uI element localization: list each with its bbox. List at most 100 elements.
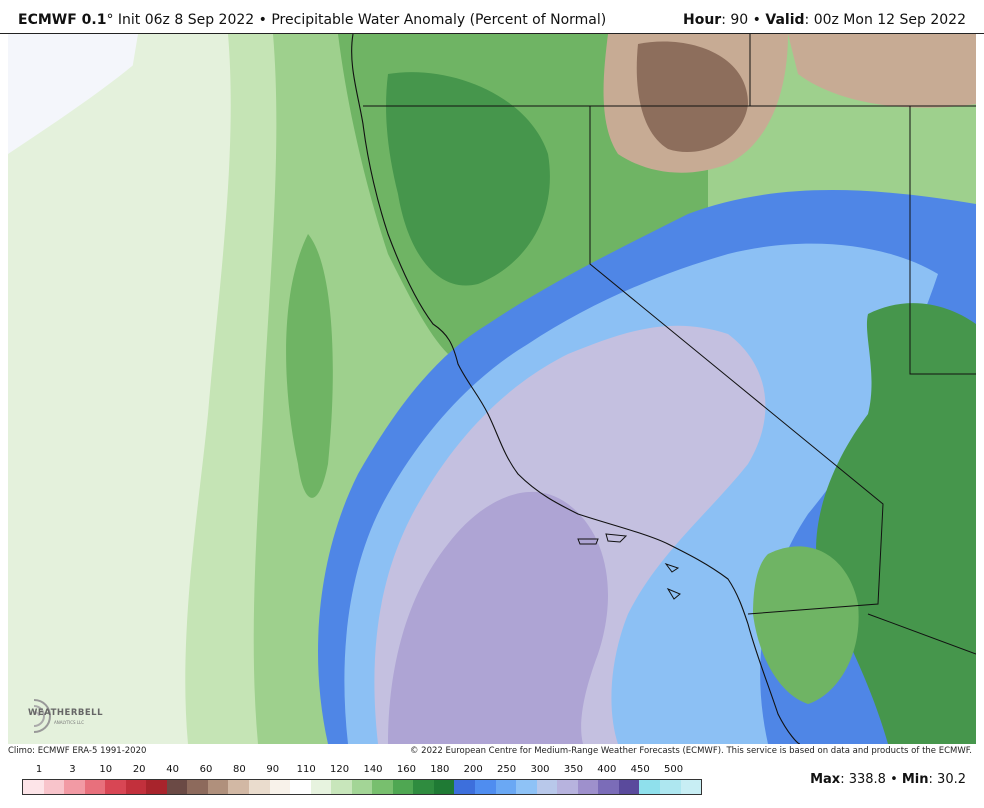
purple-core [388, 491, 608, 744]
swirl-icon [33, 699, 52, 733]
logo-text: WEATHERBELL [28, 708, 103, 718]
legend-swatch [475, 780, 496, 794]
model-name: ECMWF 0.1 [18, 12, 107, 28]
legend-tick-label: 180 [430, 764, 450, 775]
legend-tick-label: 250 [497, 764, 517, 775]
legend-tick-label: 350 [563, 764, 583, 775]
legend-tick-label: 160 [396, 764, 416, 775]
legend-tick-label: 110 [296, 764, 316, 775]
color-legend: 1 3 10 20 40 60 80 90 110 120 140 160 180 200 250 300 35… [22, 764, 702, 796]
legend-swatch [577, 780, 599, 794]
legend-swatch [618, 780, 640, 794]
legend-colorbar [22, 779, 702, 795]
map-title: ECMWF 0.1° Init 06z 8 Sep 2022 • Precipi… [18, 12, 606, 28]
legend-swatch [536, 780, 558, 794]
max-value: 338.8 [848, 772, 886, 787]
valid-value: 00z Mon 12 Sep 2022 [813, 12, 966, 28]
legend-swatch [557, 780, 578, 794]
hour-value: 90 [730, 12, 749, 28]
north-dark-green-region [386, 72, 550, 286]
legend-swatch [23, 780, 44, 794]
legend-swatch [269, 780, 291, 794]
dry-tan-region-east [788, 34, 976, 108]
ca-nv-border [589, 106, 884, 615]
legend-swatch [372, 780, 393, 794]
valid-label: Valid [765, 12, 805, 28]
legend-tick-label: 500 [664, 764, 684, 775]
legend-tick-label: 200 [463, 764, 483, 775]
logo-subtext: ANALYTICS LLC [54, 720, 85, 725]
legend-swatch [43, 780, 65, 794]
legend-tick-label: 90 [266, 764, 280, 775]
island [666, 587, 681, 600]
valid-time: Hour: 90 • Valid: 00z Mon 12 Sep 2022 [682, 12, 966, 28]
legend-tick-label: 450 [630, 764, 650, 775]
max-label: Max [810, 772, 841, 787]
legend-swatch [639, 780, 660, 794]
hour-label: Hour [682, 12, 722, 28]
legend-swatch [290, 780, 311, 794]
min-label: Min [901, 772, 929, 787]
az-mx-border [867, 613, 976, 655]
coastline [351, 34, 801, 744]
legend-swatch [146, 780, 167, 794]
legend-tick-label: 120 [330, 764, 350, 775]
legend-swatch [351, 780, 373, 794]
legend-swatch [454, 780, 476, 794]
maxmin-separator: • [890, 772, 898, 787]
legend-tick-label: 40 [166, 764, 179, 775]
weatherbell-logo: WEATHERBELL ANALYTICS LLC [14, 696, 104, 738]
map-header: ECMWF 0.1° Init 06z 8 Sep 2022 • Precipi… [0, 0, 984, 34]
legend-swatch [495, 780, 517, 794]
island [664, 563, 680, 573]
legend-swatch [64, 780, 85, 794]
legend-swatch [125, 780, 147, 794]
legend-swatch [331, 780, 352, 794]
legend-tick-label: 400 [597, 764, 617, 775]
pale-green-band [8, 34, 208, 744]
legend-swatch [207, 780, 229, 794]
dry-brown-region [636, 41, 748, 152]
legend-swatch [680, 780, 702, 794]
legend-labels: 1 3 10 20 40 60 80 90 110 120 140 160 180 200 250 300 35… [22, 764, 702, 778]
legend-swatch [598, 780, 619, 794]
init-time: Init 06z 8 Sep 2022 [117, 12, 255, 28]
legend-tick-label: 140 [363, 764, 383, 775]
state-borders [363, 34, 976, 655]
legend-tick-label: 20 [132, 764, 146, 775]
legend-swatch [433, 780, 455, 794]
max-min-readout: Max: 338.8 • Min: 30.2 [810, 772, 966, 787]
legend-swatch [228, 780, 250, 794]
legend-tick-label: 3 [69, 764, 76, 775]
legend-swatch [249, 780, 270, 794]
offshore-green-streak [286, 234, 333, 498]
legend-swatch [105, 780, 126, 794]
climo-note: Climo: ECMWF ERA-5 1991-2020 [8, 746, 147, 756]
legend-tick-label: 300 [530, 764, 550, 775]
map-area [8, 34, 976, 744]
footer: Climo: ECMWF ERA-5 1991-2020 © 2022 Euro… [8, 744, 976, 760]
legend-tick-label: 1 [35, 764, 43, 775]
legend-swatch [310, 780, 332, 794]
channel-islands [577, 533, 681, 600]
legend-swatch [187, 780, 208, 794]
legend-swatch [392, 780, 414, 794]
island [605, 533, 628, 543]
legend-swatch [166, 780, 188, 794]
min-value: 30.2 [937, 772, 966, 787]
valid-separator: • [752, 12, 761, 28]
legend-tick-label: 80 [233, 764, 246, 775]
legend-swatch [516, 780, 537, 794]
anomaly-map [8, 34, 976, 744]
degree-symbol: ° [106, 12, 114, 28]
product-name: Precipitable Water Anomaly (Percent of N… [271, 12, 607, 28]
legend-swatch [84, 780, 106, 794]
legend-swatch [659, 780, 681, 794]
legend-tick-label: 60 [199, 764, 213, 775]
legend-swatch [413, 780, 434, 794]
nv-ut-border [909, 106, 976, 375]
title-separator: • [258, 12, 267, 28]
copyright-note: © 2022 European Centre for Medium-Range … [409, 746, 972, 756]
island [577, 538, 599, 545]
legend-tick-label: 10 [99, 764, 113, 775]
